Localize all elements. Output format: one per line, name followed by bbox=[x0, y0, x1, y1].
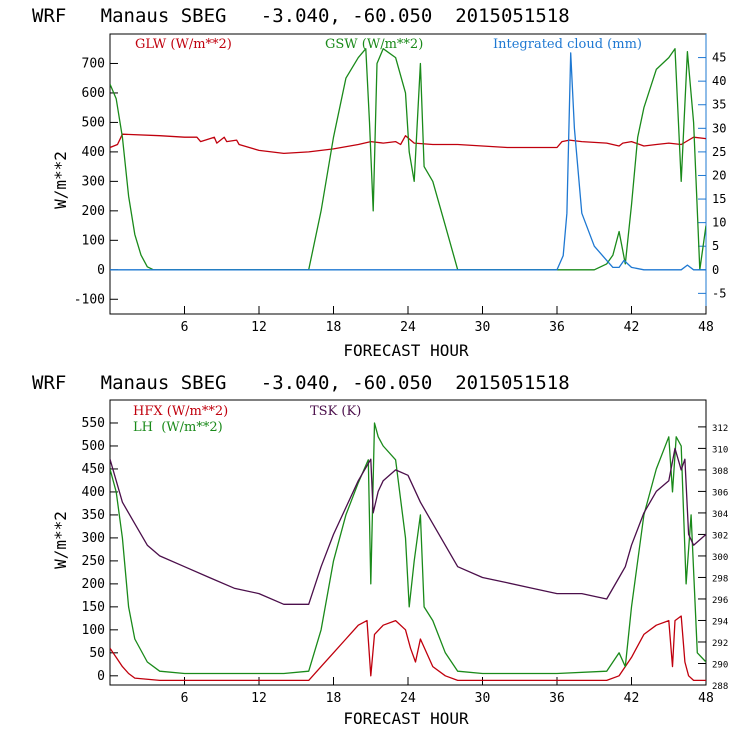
x-tick-label: 42 bbox=[624, 691, 640, 706]
chart-1-y2-ticks: -5 0 5 10 15 20 25 30 35 40 45 bbox=[698, 51, 726, 300]
series-line-tsk bbox=[110, 447, 706, 605]
y-tick-label: 100 bbox=[82, 233, 105, 248]
chart-1-y-ticks: -100 0 100 200 300 400 500 600 700 bbox=[74, 56, 118, 307]
x-tick-label: 36 bbox=[549, 691, 565, 706]
chart-1-title: WRF Manaus SBEG -3.040, -60.050 20150515… bbox=[32, 5, 570, 27]
chart-1-legend-glw: GLW (W/m**2) bbox=[135, 37, 232, 52]
y-tick-label: 250 bbox=[82, 554, 105, 569]
y2-tick-label: 15 bbox=[712, 192, 726, 206]
x-tick-label: 30 bbox=[475, 691, 491, 706]
y2-tick-label: 308 bbox=[712, 467, 728, 477]
chart-2-legend-tsk: TSK (K) bbox=[310, 404, 361, 419]
chart-1-series bbox=[110, 48, 706, 271]
y-tick-label: 500 bbox=[82, 115, 105, 130]
chart-2-y-axis-label: W/m**2 bbox=[51, 511, 70, 569]
chart-2-legend-hfx: HFX (W/m**2) bbox=[133, 404, 228, 419]
y-tick-label: 600 bbox=[82, 86, 105, 101]
chart-1-plot-frame bbox=[109, 33, 707, 315]
y-tick-label: 400 bbox=[82, 485, 105, 500]
x-tick-label: 6 bbox=[181, 320, 189, 335]
y2-tick-label: 5 bbox=[712, 239, 719, 253]
series-line-integrated bbox=[110, 52, 706, 271]
y-tick-label: -100 bbox=[74, 292, 105, 307]
y2-tick-label: 292 bbox=[712, 639, 728, 649]
y-tick-label: 0 bbox=[97, 263, 105, 278]
y2-tick-label: 302 bbox=[712, 531, 728, 541]
x-tick-label: 18 bbox=[326, 320, 342, 335]
y-tick-label: 100 bbox=[82, 623, 105, 638]
y2-tick-label: 306 bbox=[712, 488, 728, 498]
chart-1-x-ticks: 6 12 18 24 30 36 42 48 bbox=[181, 306, 714, 335]
chart-1-legend-gsw: GSW (W/m**2) bbox=[325, 37, 423, 52]
y-tick-label: 700 bbox=[82, 56, 105, 71]
chart-2-y-ticks: 0 50 100 150 200 250 300 350 400 450 500 550 bbox=[82, 416, 118, 684]
y2-tick-label: 40 bbox=[712, 74, 726, 88]
y-tick-label: 300 bbox=[82, 174, 105, 189]
y-tick-label: 200 bbox=[82, 577, 105, 592]
y2-tick-label: 35 bbox=[712, 98, 726, 112]
chart-1-legend-cloud: Integrated cloud (mm) bbox=[493, 37, 642, 52]
y2-tick-label: 10 bbox=[712, 216, 726, 230]
y2-tick-label: 298 bbox=[712, 574, 728, 584]
y-tick-label: 350 bbox=[82, 508, 105, 523]
y-tick-label: 0 bbox=[97, 669, 105, 684]
x-tick-label: 12 bbox=[251, 320, 267, 335]
chart-2-legend-lh: LH (W/m**2) bbox=[133, 420, 223, 435]
y-tick-label: 300 bbox=[82, 531, 105, 546]
y2-tick-label: -5 bbox=[712, 286, 726, 300]
y2-tick-label: 20 bbox=[712, 168, 726, 182]
chart-1-y-axis-label: W/m**2 bbox=[51, 151, 70, 209]
x-tick-label: 24 bbox=[400, 320, 416, 335]
y2-tick-label: 0 bbox=[712, 263, 719, 277]
x-tick-label: 48 bbox=[698, 320, 714, 335]
y2-tick-label: 288 bbox=[712, 682, 728, 692]
x-tick-label: 36 bbox=[549, 320, 565, 335]
chart-1: WRF Manaus SBEG -3.040, -60.050 20150515… bbox=[32, 5, 726, 360]
chart-2-x-axis-label: FORECAST HOUR bbox=[343, 709, 469, 728]
chart-2-plot-frame bbox=[109, 399, 707, 686]
chart-2: WRF Manaus SBEG -3.040, -60.050 20150515… bbox=[32, 372, 728, 728]
y-tick-label: 550 bbox=[82, 416, 105, 431]
y-tick-label: 400 bbox=[82, 145, 105, 160]
y2-tick-label: 300 bbox=[712, 553, 728, 563]
y-tick-label: 150 bbox=[82, 600, 105, 615]
x-tick-label: 42 bbox=[624, 320, 640, 335]
chart-2-y2-ticks: 288 290 292 294 296 298 300 302 304 306 308 310 312 bbox=[698, 424, 728, 692]
y2-tick-label: 30 bbox=[712, 121, 726, 135]
y-tick-label: 450 bbox=[82, 462, 105, 477]
y2-tick-label: 296 bbox=[712, 596, 728, 606]
y-tick-label: 50 bbox=[89, 646, 105, 661]
x-tick-label: 12 bbox=[251, 691, 267, 706]
y2-tick-label: 294 bbox=[712, 617, 728, 627]
x-tick-label: 24 bbox=[400, 691, 416, 706]
series-line-glw bbox=[110, 133, 706, 155]
y2-tick-label: 304 bbox=[712, 510, 728, 520]
series-line-hfx bbox=[110, 615, 706, 682]
chart-2-title: WRF Manaus SBEG -3.040, -60.050 20150515… bbox=[32, 372, 570, 394]
chart-2-series bbox=[110, 422, 706, 682]
y-tick-label: 500 bbox=[82, 439, 105, 454]
x-tick-label: 48 bbox=[698, 691, 714, 706]
x-tick-label: 30 bbox=[475, 320, 491, 335]
chart-1-x-axis-label: FORECAST HOUR bbox=[343, 341, 469, 360]
x-tick-label: 6 bbox=[181, 691, 189, 706]
chart-2-x-ticks: 6 12 18 24 30 36 42 48 bbox=[181, 677, 714, 706]
series-line-gsw bbox=[110, 48, 706, 271]
y-tick-label: 200 bbox=[82, 204, 105, 219]
y2-tick-label: 310 bbox=[712, 445, 728, 455]
y2-tick-label: 290 bbox=[712, 660, 728, 670]
y2-tick-label: 312 bbox=[712, 424, 728, 434]
x-tick-label: 18 bbox=[326, 691, 342, 706]
y2-tick-label: 45 bbox=[712, 51, 726, 65]
y2-tick-label: 25 bbox=[712, 145, 726, 159]
series-line-lh bbox=[110, 422, 706, 675]
